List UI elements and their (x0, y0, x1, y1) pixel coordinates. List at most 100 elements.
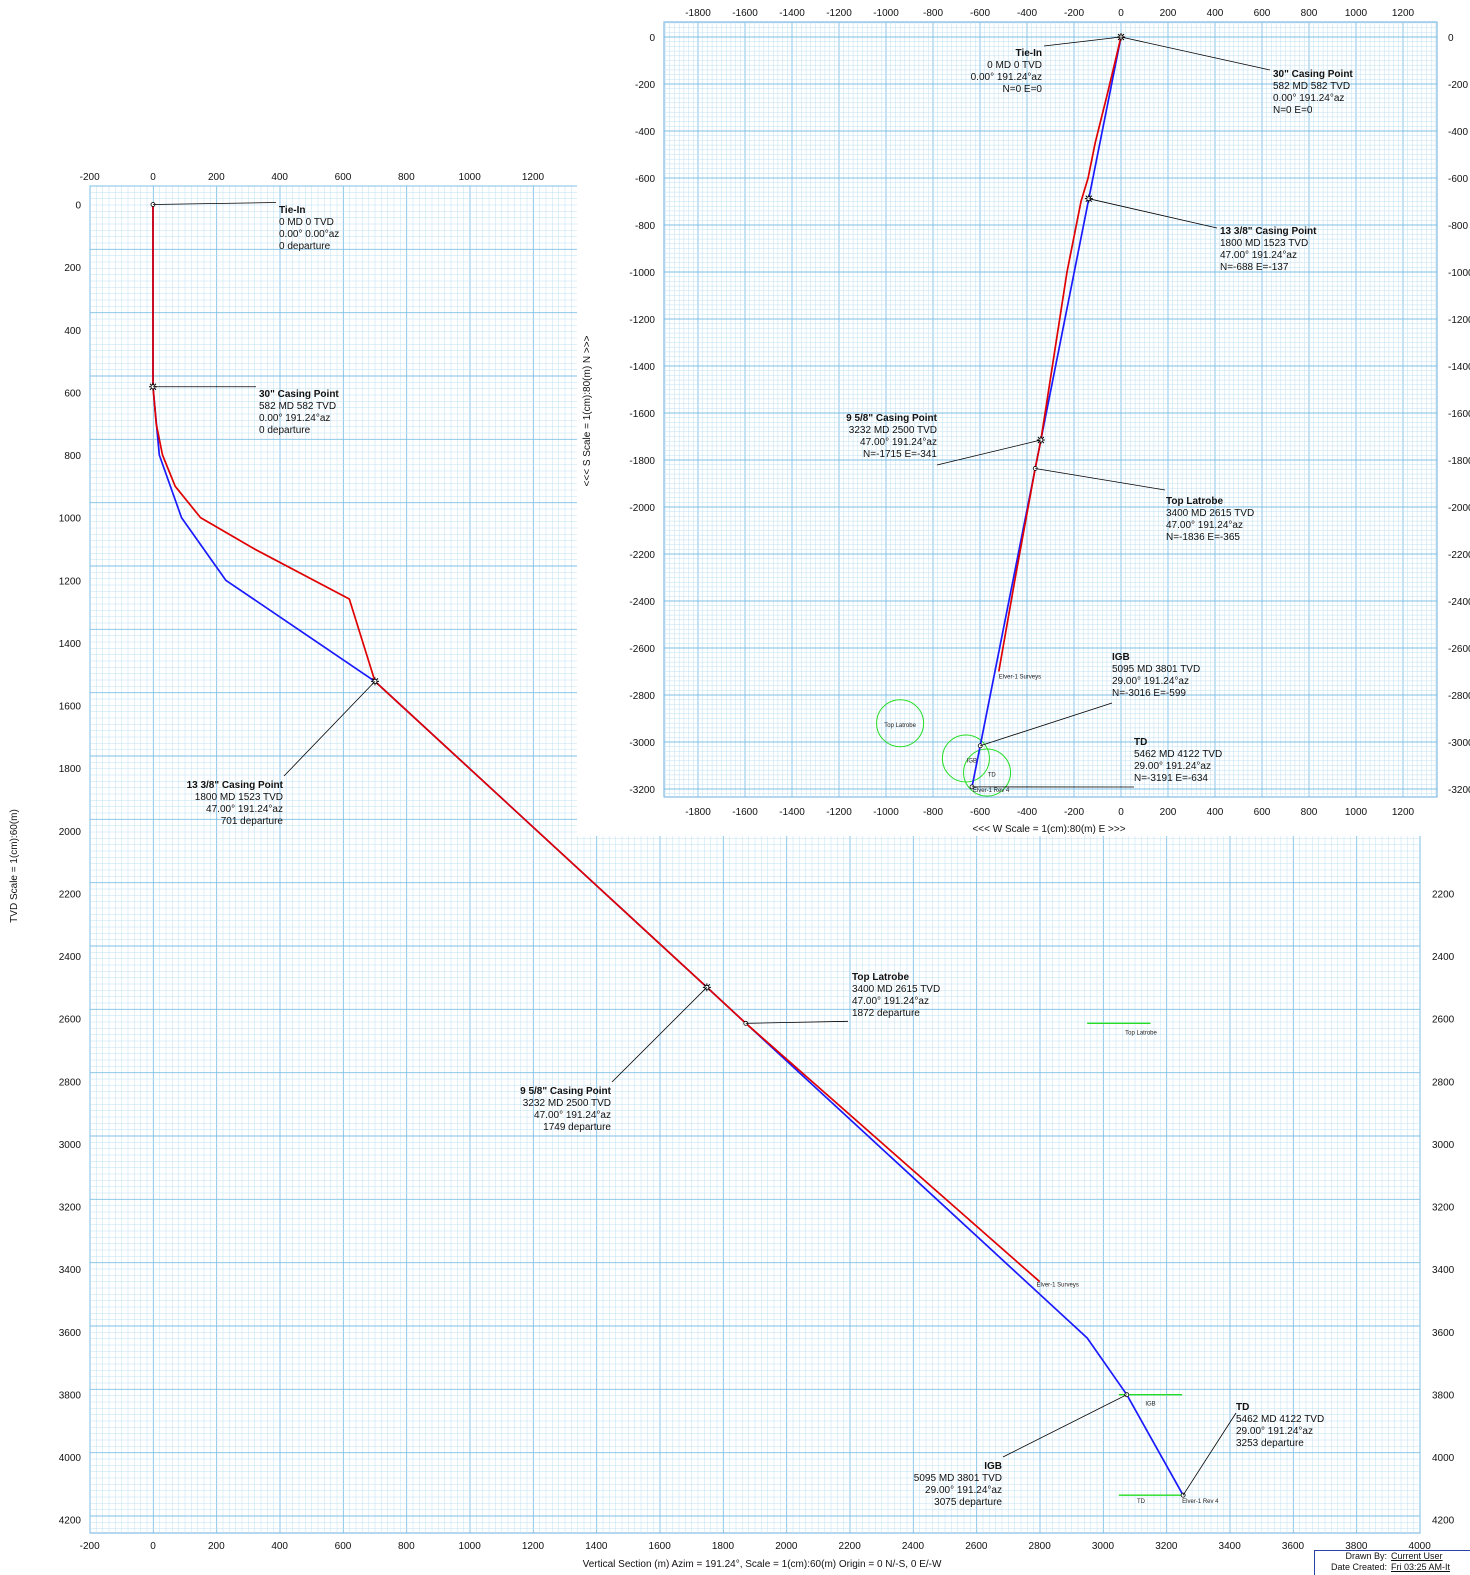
vs-y-tick-left: 3000 (59, 1140, 82, 1151)
vs-x-tick-bottom: 3000 (1092, 1541, 1115, 1552)
vs-x-tick-bottom: 0 (150, 1541, 156, 1552)
plan-y-tick-left: -1800 (629, 456, 655, 467)
vs-label-toplatrobe-line: 47.00° 191.24°az (852, 996, 929, 1007)
plan-series-label: Elver-1 Surveys (999, 675, 1041, 681)
plan-label-igb-line: N=-3016 E=-599 (1112, 688, 1186, 699)
vs-y-tick-right: 3600 (1432, 1328, 1455, 1339)
vs-x-tick-bottom: 1800 (712, 1541, 735, 1552)
vs-label-30in-line: 0 departure (259, 425, 311, 436)
vs-x-tick-bottom: 3200 (1155, 1541, 1178, 1552)
plan-y-tick-left: -2800 (629, 691, 655, 702)
plan-x-tick-bottom: -1000 (873, 807, 899, 818)
plan-y-tick-right: -2800 (1448, 691, 1470, 702)
vs-label-9in-line: 3232 MD 2500 TVD (523, 1098, 611, 1109)
vs-x-tick-bottom: 1600 (649, 1541, 672, 1552)
vs-x-tick-top: 800 (398, 172, 415, 183)
plan-label-30in-line: N=0 E=0 (1273, 105, 1313, 116)
plan-label-9in-line: 47.00° 191.24°az (860, 437, 937, 448)
vs-y-tick-right: 3000 (1432, 1140, 1455, 1151)
vs-label-toplatrobe-line: 3400 MD 2615 TVD (852, 984, 940, 995)
plan-label-tiein-line: N=0 E=0 (1003, 84, 1043, 95)
plan-label-toplatrobe-line: 47.00° 191.24°az (1166, 520, 1243, 531)
plan-target-label: IGB (967, 758, 977, 764)
title-block: Drawn By:Current User Date Created:Fri 0… (1314, 1550, 1470, 1575)
plan-label-9in-line: 3232 MD 2500 TVD (849, 425, 937, 436)
vs-y-tick-right: 4000 (1432, 1453, 1455, 1464)
vs-y-tick-right: 2400 (1432, 952, 1455, 963)
plan-y-tick-left: -3200 (629, 785, 655, 796)
plan-y-tick-left: -2400 (629, 597, 655, 608)
vs-label-30in-title: 30" Casing Point (259, 389, 339, 400)
plan-x-tick-top: 600 (1254, 8, 1271, 19)
plan-x-tick-top: 400 (1207, 8, 1224, 19)
vs-x-tick-bottom: 200 (208, 1541, 225, 1552)
plan-y-tick-right: -2400 (1448, 597, 1470, 608)
plan-x-tick-bottom: -1800 (685, 807, 711, 818)
vs-label-toplatrobe-title: Top Latrobe (852, 972, 909, 983)
plan-x-tick-top: 1200 (1392, 8, 1415, 19)
vs-label-toplatrobe-line: 1872 departure (852, 1008, 920, 1019)
vs-label-igb-line: 3075 departure (934, 1497, 1002, 1508)
vs-label-td-line: 5462 MD 4122 TVD (1236, 1414, 1324, 1425)
vs-label-9in-line: 1749 departure (543, 1122, 611, 1133)
plan-x-tick-bottom: -1200 (826, 807, 852, 818)
plan-label-30in-line: 0.00° 191.24°az (1273, 93, 1344, 104)
vs-y-tick-right: 2800 (1432, 1077, 1455, 1088)
plan-x-tick-top: -1400 (779, 8, 805, 19)
plan-y-tick-right: -1800 (1448, 456, 1470, 467)
date-created-value: Fri 03:25 AM-It (1391, 1562, 1450, 1573)
drawn-by-value: Current User (1391, 1551, 1443, 1562)
plan-target-label: Top Latrobe (884, 723, 916, 729)
vs-x-tick-bottom: 1400 (585, 1541, 608, 1552)
vs-x-tick-bottom: 3400 (1219, 1541, 1242, 1552)
plan-label-9in-line: N=-1715 E=-341 (863, 449, 937, 460)
plan-y-tick-right: -1400 (1448, 362, 1470, 373)
plan-y-tick-left: 0 (649, 33, 655, 44)
vs-y-tick-right: 3200 (1432, 1203, 1455, 1214)
vs-label-tiein-line: 0.00° 0.00°az (279, 229, 339, 240)
vs-label-13in-line: 1800 MD 1523 TVD (195, 792, 283, 803)
vs-y-tick-right: 3400 (1432, 1265, 1455, 1276)
vs-y-tick-left: 3800 (59, 1390, 82, 1401)
plan-x-tick-top: -1600 (732, 8, 758, 19)
plan-x-tick-bottom: -800 (923, 807, 943, 818)
plan-x-tick-bottom: -200 (1064, 807, 1084, 818)
vs-x-tick-top: 1200 (522, 172, 545, 183)
vs-y-tick-right: 3800 (1432, 1390, 1455, 1401)
vs-x-tick-bottom: 600 (335, 1541, 352, 1552)
vs-x-tick-top: 600 (335, 172, 352, 183)
plan-label-td-line: N=-3191 E=-634 (1134, 773, 1208, 784)
vs-x-tick-bottom: 800 (398, 1541, 415, 1552)
vs-x-tick-bottom: 3600 (1282, 1541, 1305, 1552)
plan-label-tiein-line: 0 MD 0 TVD (987, 60, 1042, 71)
vs-y-tick-left: 1000 (59, 514, 82, 525)
plan-x-tick-top: 0 (1118, 8, 1124, 19)
vs-label-td-line: 29.00° 191.24°az (1236, 1426, 1313, 1437)
plan-label-toplatrobe-line: N=-1836 E=-365 (1166, 532, 1240, 543)
plan-y-tick-right: -1200 (1448, 315, 1470, 326)
vs-y-tick-left: 2400 (59, 952, 82, 963)
vs-label-30in-line: 582 MD 582 TVD (259, 401, 336, 412)
vs-y-tick-right: 4200 (1432, 1516, 1455, 1527)
plan-y-tick-left: -1000 (629, 268, 655, 279)
plan-x-tick-bottom: 800 (1301, 807, 1318, 818)
plan-label-13in-title: 13 3/8" Casing Point (1220, 226, 1317, 237)
vs-label-9in-line: 47.00° 191.24°az (534, 1110, 611, 1121)
plan-x-tick-top: -1000 (873, 8, 899, 19)
plan-y-tick-right: -800 (1448, 221, 1468, 232)
vs-label-td-line: 3253 departure (1236, 1438, 1304, 1449)
vs-x-tick-top: 0 (150, 172, 156, 183)
vs-x-tick-bottom: -200 (80, 1541, 100, 1552)
vs-label-tiein-line: 0 departure (279, 241, 331, 252)
vs-x-tick-top: 200 (208, 172, 225, 183)
vs-label-13in-line: 47.00° 191.24°az (206, 804, 283, 815)
vs-x-tick-bottom: 1000 (459, 1541, 482, 1552)
plan-y-tick-left: -1200 (629, 315, 655, 326)
plan-label-igb-line: 29.00° 191.24°az (1112, 676, 1189, 687)
vs-y-tick-left: 2800 (59, 1077, 82, 1088)
date-created-label: Date Created: (1315, 1562, 1391, 1573)
plan-x-tick-bottom: -1600 (732, 807, 758, 818)
plan-target-label: TD (988, 773, 997, 779)
vs-y-tick-left: 1600 (59, 702, 82, 713)
